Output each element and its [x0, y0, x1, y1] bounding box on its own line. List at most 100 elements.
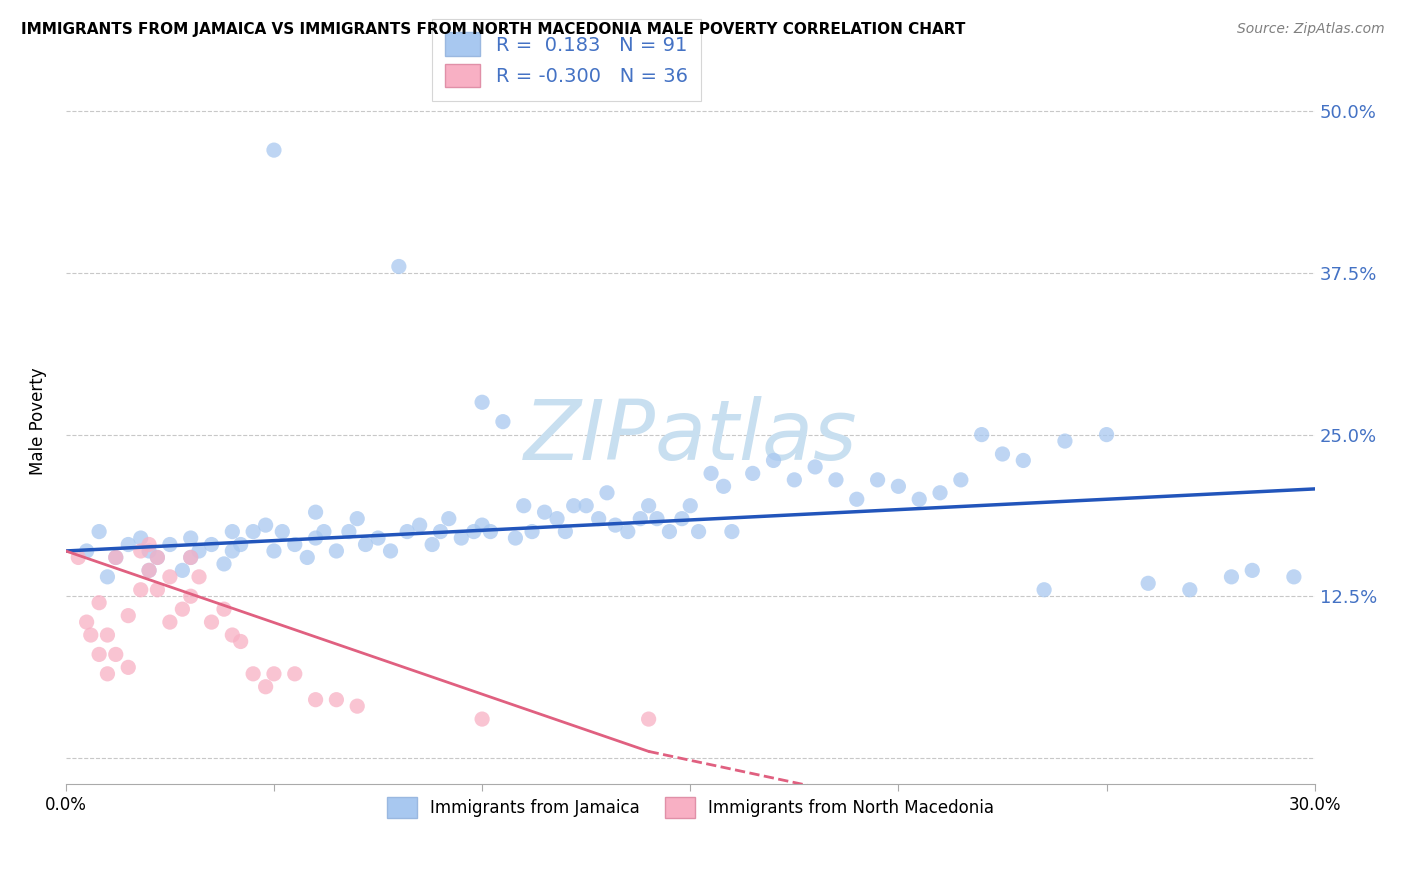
- Point: [546, 511, 568, 525]
- Point: [138, 537, 160, 551]
- Point: [628, 511, 651, 525]
- Point: [104, 550, 127, 565]
- Point: [129, 531, 152, 545]
- Point: [929, 485, 952, 500]
- Point: [671, 511, 693, 525]
- Point: [87, 648, 110, 662]
- Point: [117, 660, 139, 674]
- Point: [337, 524, 360, 539]
- Point: [146, 582, 169, 597]
- Point: [325, 692, 347, 706]
- Point: [200, 537, 222, 551]
- Point: [970, 427, 993, 442]
- Point: [429, 524, 451, 539]
- Point: [637, 499, 659, 513]
- Point: [271, 524, 294, 539]
- Point: [76, 544, 98, 558]
- Point: [138, 544, 160, 558]
- Point: [172, 563, 194, 577]
- Point: [388, 260, 411, 274]
- Point: [159, 570, 181, 584]
- Point: [887, 479, 910, 493]
- Point: [263, 143, 285, 157]
- Point: [762, 453, 785, 467]
- Point: [200, 615, 222, 629]
- Point: [180, 589, 202, 603]
- Point: [242, 524, 264, 539]
- Point: [492, 415, 515, 429]
- Point: [513, 499, 536, 513]
- Point: [172, 602, 194, 616]
- Point: [221, 544, 243, 558]
- Point: [1137, 576, 1160, 591]
- Point: [129, 582, 152, 597]
- Point: [346, 511, 368, 525]
- Text: ZIPatlas: ZIPatlas: [523, 396, 858, 476]
- Point: [520, 524, 543, 539]
- Point: [463, 524, 485, 539]
- Point: [367, 531, 389, 545]
- Point: [505, 531, 527, 545]
- Point: [700, 467, 723, 481]
- Point: [783, 473, 806, 487]
- Point: [380, 544, 402, 558]
- Point: [471, 395, 494, 409]
- Text: IMMIGRANTS FROM JAMAICA VS IMMIGRANTS FROM NORTH MACEDONIA MALE POVERTY CORRELAT: IMMIGRANTS FROM JAMAICA VS IMMIGRANTS FR…: [21, 22, 966, 37]
- Point: [450, 531, 472, 545]
- Point: [138, 563, 160, 577]
- Point: [658, 524, 681, 539]
- Point: [721, 524, 744, 539]
- Point: [588, 511, 610, 525]
- Point: [688, 524, 710, 539]
- Point: [96, 666, 118, 681]
- Point: [637, 712, 659, 726]
- Point: [1241, 563, 1264, 577]
- Point: [312, 524, 335, 539]
- Point: [825, 473, 848, 487]
- Point: [304, 692, 326, 706]
- Point: [212, 602, 235, 616]
- Point: [1282, 570, 1305, 584]
- Point: [1178, 582, 1201, 597]
- Point: [845, 492, 868, 507]
- Point: [866, 473, 889, 487]
- Point: [575, 499, 598, 513]
- Point: [562, 499, 585, 513]
- Point: [67, 550, 90, 565]
- Point: [188, 570, 211, 584]
- Point: [471, 518, 494, 533]
- Point: [645, 511, 668, 525]
- Point: [354, 537, 377, 551]
- Point: [180, 550, 202, 565]
- Point: [159, 615, 181, 629]
- Point: [254, 518, 277, 533]
- Point: [596, 485, 619, 500]
- Point: [254, 680, 277, 694]
- Point: [617, 524, 640, 539]
- Point: [180, 550, 202, 565]
- Point: [180, 531, 202, 545]
- Point: [96, 570, 118, 584]
- Point: [297, 550, 319, 565]
- Point: [117, 608, 139, 623]
- Point: [221, 524, 243, 539]
- Point: [1095, 427, 1118, 442]
- Y-axis label: Male Poverty: Male Poverty: [30, 368, 46, 475]
- Point: [304, 531, 326, 545]
- Point: [146, 550, 169, 565]
- Point: [554, 524, 576, 539]
- Point: [284, 537, 307, 551]
- Point: [1053, 434, 1076, 448]
- Point: [76, 615, 98, 629]
- Point: [396, 524, 419, 539]
- Point: [129, 544, 152, 558]
- Point: [96, 628, 118, 642]
- Point: [221, 628, 243, 642]
- Point: [479, 524, 502, 539]
- Point: [263, 666, 285, 681]
- Point: [908, 492, 931, 507]
- Point: [188, 544, 211, 558]
- Point: [146, 550, 169, 565]
- Point: [263, 544, 285, 558]
- Point: [242, 666, 264, 681]
